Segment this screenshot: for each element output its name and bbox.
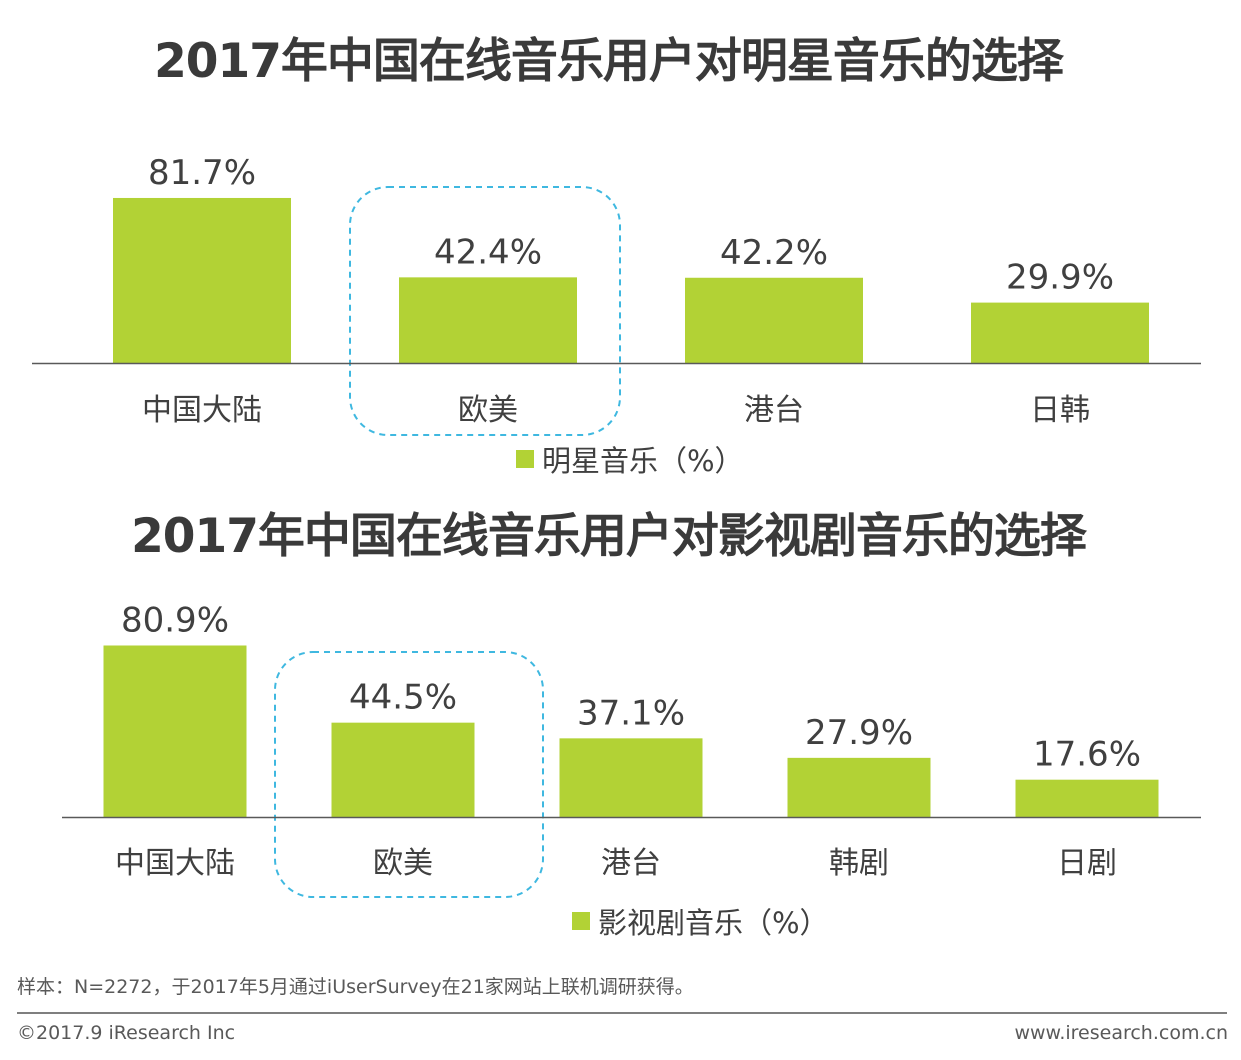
category-label: 韩剧 <box>829 846 889 881</box>
legend-swatch <box>572 912 590 930</box>
category-label: 港台 <box>744 393 804 428</box>
chart2-legend-label: 影视剧音乐（%） <box>598 906 829 940</box>
category-label: 日韩 <box>1030 393 1090 428</box>
category-label: 港台 <box>601 846 661 881</box>
value-label: 44.5% <box>349 678 457 718</box>
category-label: 中国大陆 <box>115 846 235 881</box>
bar-5 <box>1015 779 1159 817</box>
bar-4 <box>971 302 1149 363</box>
chart2-title: 2017年中国在线音乐用户对影视剧音乐的选择 <box>131 509 1087 564</box>
category-label: 中国大陆 <box>142 393 262 428</box>
chart1-plot: 81.7% 中国大陆 42.4% 欧美 42.2% 港台 29.9% 日韩 <box>32 153 1201 436</box>
legend-swatch <box>516 450 534 468</box>
category-label: 日剧 <box>1057 846 1117 881</box>
value-label: 81.7% <box>148 153 256 193</box>
category-label: 欧美 <box>373 846 433 881</box>
value-label: 17.6% <box>1033 735 1141 775</box>
chart2-legend: 影视剧音乐（%） <box>572 900 829 942</box>
bar-3 <box>559 738 703 817</box>
highlight-box <box>274 651 544 898</box>
value-label: 29.9% <box>1006 258 1114 298</box>
chart1-title: 2017年中国在线音乐用户对明星音乐的选择 <box>154 34 1064 89</box>
value-label: 37.1% <box>577 693 685 733</box>
bar-3 <box>685 277 863 363</box>
bar-2 <box>399 277 577 363</box>
chart1-legend-label: 明星音乐（%） <box>542 444 744 478</box>
value-label: 27.9% <box>805 713 913 753</box>
bar-1 <box>113 197 291 363</box>
bar-4 <box>787 757 931 817</box>
chart1-legend: 明星音乐（%） <box>516 438 744 480</box>
website-url: www.iresearch.com.cn <box>1014 1022 1228 1044</box>
value-label: 42.2% <box>720 233 828 273</box>
footer-divider <box>17 1012 1227 1014</box>
value-label: 42.4% <box>434 232 542 272</box>
category-label: 欧美 <box>458 393 518 428</box>
copyright-text: ©2017.9 iResearch Inc <box>17 1022 236 1044</box>
value-label: 80.9% <box>121 600 229 640</box>
sample-footnote: 样本：N=2272，于2017年5月通过iUserSurvey在21家网站上联机… <box>17 976 694 998</box>
bar-1 <box>103 645 247 817</box>
bar-2 <box>331 722 475 817</box>
chart2-plot: 80.9% 中国大陆 44.5% 欧美 37.1% 港台 27.9% 韩剧 17.6% 日剧 <box>62 600 1201 898</box>
